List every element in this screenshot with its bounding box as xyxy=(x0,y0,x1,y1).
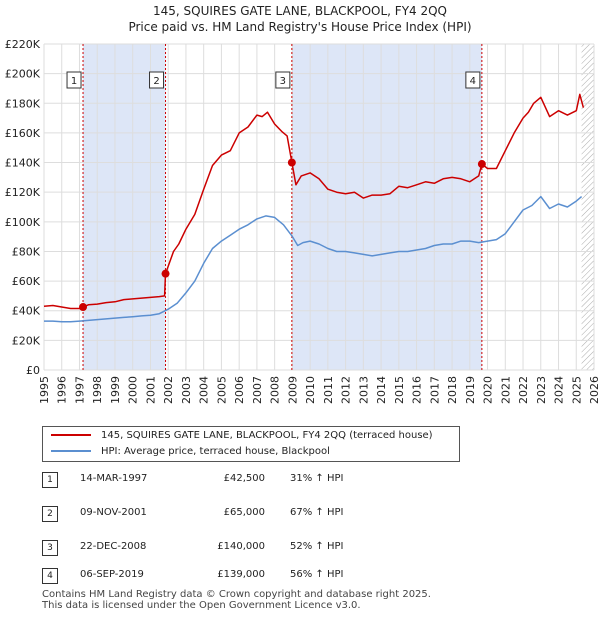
y-tick-label: £160K xyxy=(5,127,41,140)
x-tick-label: 2017 xyxy=(428,376,441,404)
sale-label-box xyxy=(149,71,165,89)
chart-title: 145, SQUIRES GATE LANE, BLACKPOOL, FY4 2… xyxy=(152,4,448,18)
x-tick-label: 1998 xyxy=(91,376,104,404)
sale-date: 06-SEP-2019 xyxy=(80,569,144,580)
sale-number-badge: 3 xyxy=(42,540,58,556)
ownership-period-shade xyxy=(83,44,166,370)
x-tick-label: 2011 xyxy=(322,376,335,404)
x-tick-label: 2000 xyxy=(127,376,140,404)
sale-hpi-diff: 56% ↑ HPI xyxy=(290,569,344,580)
legend-label-property: 145, SQUIRES GATE LANE, BLACKPOOL, FY4 2… xyxy=(101,430,433,441)
y-tick-label: £200K xyxy=(5,68,41,81)
sale-date: 22-DEC-2008 xyxy=(80,541,147,552)
footer-line-1: Contains HM Land Registry data © Crown c… xyxy=(42,589,431,600)
x-tick-label: 1997 xyxy=(73,376,86,404)
forecast-hatch xyxy=(581,44,594,370)
x-tick-label: 2004 xyxy=(198,376,211,404)
y-tick-label: £40K xyxy=(12,305,41,318)
x-tick-label: 2018 xyxy=(446,376,459,404)
footer-attribution: Contains HM Land Registry data © Crown c… xyxy=(42,589,431,611)
y-tick-label: £100K xyxy=(5,216,41,229)
y-tick-label: £0 xyxy=(26,364,40,377)
x-tick-label: 2022 xyxy=(517,376,530,404)
x-tick-label: 2003 xyxy=(180,376,193,404)
sale-label-box xyxy=(275,71,291,89)
x-tick-label: 2001 xyxy=(144,376,157,404)
table-row: 3 22-DEC-2008 £140,000 52% ↑ HPI xyxy=(0,538,600,556)
sale-number-badge: 2 xyxy=(42,506,58,522)
x-tick-label: 2023 xyxy=(535,376,548,404)
sale-point-marker xyxy=(477,160,486,169)
x-tick-label: 2019 xyxy=(464,376,477,404)
legend-item-hpi: HPI: Average price, terraced house, Blac… xyxy=(51,444,330,460)
x-tick-label: 2002 xyxy=(162,376,175,404)
sale-label-number: 2 xyxy=(153,76,159,87)
ownership-period-shade xyxy=(291,44,482,370)
sale-hpi-diff: 52% ↑ HPI xyxy=(290,541,344,552)
y-tick-label: £220K xyxy=(5,38,41,51)
sale-label-box xyxy=(66,71,82,89)
sale-label-box xyxy=(465,71,481,89)
y-tick-label: £20K xyxy=(12,334,41,347)
legend-swatch-property xyxy=(51,434,91,436)
sale-label-number: 3 xyxy=(280,76,286,87)
x-tick-label: 2008 xyxy=(269,376,282,404)
legend-swatch-hpi xyxy=(51,450,91,452)
sale-label-number: 4 xyxy=(470,76,476,87)
legend-item-property: 145, SQUIRES GATE LANE, BLACKPOOL, FY4 2… xyxy=(51,428,433,444)
y-tick-label: £140K xyxy=(5,157,41,170)
sale-hpi-diff: 31% ↑ HPI xyxy=(290,473,344,484)
sale-number-badge: 4 xyxy=(42,568,58,584)
legend-label-hpi: HPI: Average price, terraced house, Blac… xyxy=(101,446,330,457)
hpi-line xyxy=(44,195,583,323)
sale-number-badge: 1 xyxy=(42,472,58,488)
x-tick-label: 1996 xyxy=(56,376,69,404)
x-tick-label: 2016 xyxy=(411,376,424,404)
y-tick-label: £80K xyxy=(12,245,41,258)
x-tick-label: 2012 xyxy=(340,376,353,404)
sale-hpi-diff: 67% ↑ HPI xyxy=(290,507,344,518)
sale-price: £42,500 xyxy=(223,473,265,484)
x-tick-label: 2015 xyxy=(393,376,406,404)
sale-label-number: 1 xyxy=(71,76,77,87)
price-chart: £0 £20K £40K £60K £80K £100K £120K £140K £160K £1… xyxy=(5,38,600,404)
x-tick-label: 1995 xyxy=(38,376,51,404)
property-price-line xyxy=(43,93,585,310)
x-tick-label: 1999 xyxy=(109,376,122,404)
x-tick-label: 2010 xyxy=(304,376,317,404)
x-tick-label: 2009 xyxy=(286,376,299,404)
y-tick-label: £180K xyxy=(5,97,41,110)
x-tick-label: 2024 xyxy=(553,376,566,404)
x-tick-label: 2020 xyxy=(482,376,495,404)
footer-line-2: This data is licensed under the Open Gov… xyxy=(42,600,361,611)
chart-legend: 145, SQUIRES GATE LANE, BLACKPOOL, FY4 2… xyxy=(42,426,460,462)
y-tick-label: £120K xyxy=(5,186,41,199)
y-tick-label: £60K xyxy=(12,275,41,288)
sale-point-marker xyxy=(161,269,170,278)
sale-point-marker xyxy=(287,158,296,167)
x-tick-label: 2026 xyxy=(588,376,600,404)
sale-date: 14-MAR-1997 xyxy=(80,473,148,484)
sale-price: £140,000 xyxy=(217,541,265,552)
x-tick-label: 2021 xyxy=(499,376,512,404)
table-row: 4 06-SEP-2019 £139,000 56% ↑ HPI xyxy=(0,566,600,584)
sale-price: £65,000 xyxy=(223,507,265,518)
sale-date: 09-NOV-2001 xyxy=(80,507,147,518)
x-tick-label: 2007 xyxy=(251,376,264,404)
chart-subtitle: Price paid vs. HM Land Registry's House … xyxy=(128,20,472,34)
sale-point-marker xyxy=(79,303,88,312)
x-tick-label: 2005 xyxy=(215,376,228,404)
x-tick-label: 2025 xyxy=(570,376,583,404)
table-row: 1 14-MAR-1997 £42,500 31% ↑ HPI xyxy=(0,470,600,488)
x-tick-label: 2013 xyxy=(357,376,370,404)
x-tick-label: 2006 xyxy=(233,376,246,404)
x-tick-label: 2014 xyxy=(375,376,388,404)
table-row: 2 09-NOV-2001 £65,000 67% ↑ HPI xyxy=(0,504,600,522)
sale-price: £139,000 xyxy=(217,569,265,580)
